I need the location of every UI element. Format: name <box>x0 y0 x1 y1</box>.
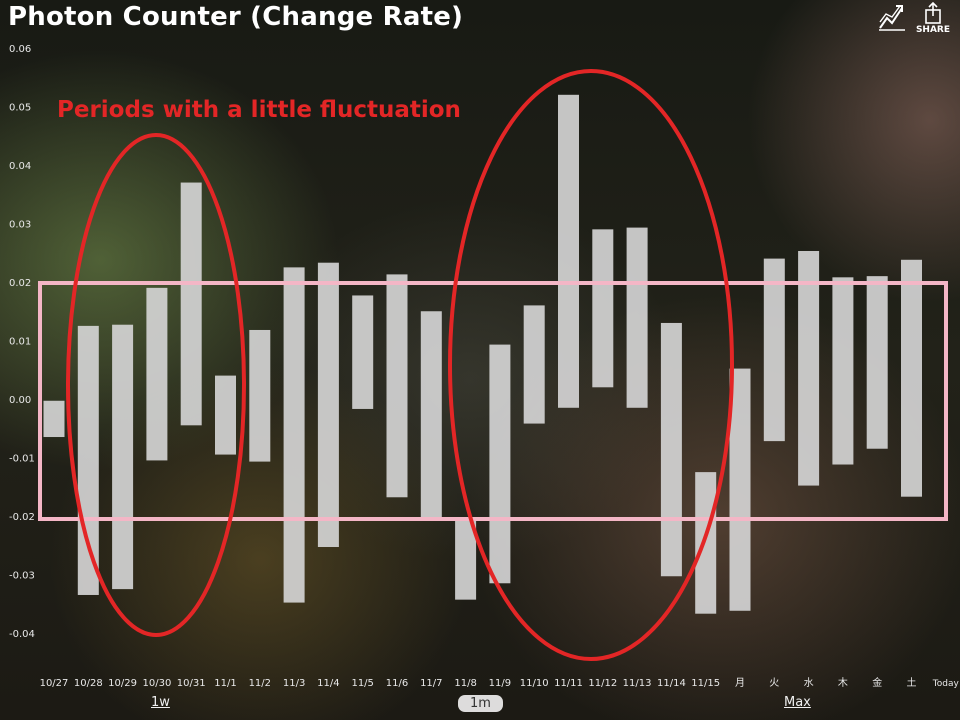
x-tick-label: 11/13 <box>623 678 652 689</box>
x-tick-label: 木 <box>838 677 848 689</box>
highlight-ellipse-left <box>66 133 246 637</box>
share-label: SHARE <box>915 25 950 35</box>
bar-11/6 <box>386 274 408 498</box>
x-tick-label: 11/15 <box>691 678 720 689</box>
x-tick-label: 11/14 <box>657 678 686 689</box>
x-tick-label: 10/30 <box>142 678 171 689</box>
x-tick-label: 金 <box>872 676 882 689</box>
bar-11/15 <box>695 472 717 614</box>
annotation-text: Periods with a little fluctuation <box>57 97 461 123</box>
x-tick-label: 11/6 <box>386 678 408 689</box>
bar-水 <box>798 250 820 486</box>
bar-11/5 <box>352 295 374 409</box>
change-rate-chart: 0.06 0.05 0.04 0.03 0.02 0.01 0.00 -0.01 -0.02 -0… <box>9 44 960 689</box>
bar-11/4 <box>317 262 339 548</box>
bar-10/31 <box>180 182 202 426</box>
x-tick-label: 11/3 <box>283 678 305 689</box>
x-tick-label: 10/29 <box>108 678 137 689</box>
x-tick-label: 11/1 <box>214 678 236 689</box>
x-axis: 10/27 10/28 10/29 10/30 10/31 11/1 11/2 11/3 11/… <box>40 676 960 689</box>
bar-11/3 <box>283 267 305 603</box>
bar-木 <box>832 277 854 465</box>
y-tick-label: 0.03 <box>9 220 31 231</box>
x-tick-label: 11/7 <box>420 678 442 689</box>
x-tick-label: 土 <box>907 676 917 689</box>
x-tick-label: 10/27 <box>40 678 69 689</box>
x-tick-label: 火 <box>769 677 779 689</box>
x-tick-label: 11/2 <box>249 678 271 689</box>
y-tick-label: -0.02 <box>9 512 35 523</box>
bar-11/12 <box>592 229 614 388</box>
bar-火 <box>763 258 785 442</box>
x-tick-label: 10/28 <box>74 678 103 689</box>
y-tick-label: 0.01 <box>9 337 31 348</box>
y-tick-label: 0.02 <box>9 278 31 289</box>
bar-10/28 <box>77 325 99 595</box>
y-tick-label: 0.06 <box>9 44 31 55</box>
bar-11/13 <box>626 227 648 408</box>
bar-10/27 <box>43 400 65 438</box>
bar-11/2 <box>249 329 271 462</box>
fluctuation-band-box <box>38 281 948 521</box>
period-1m[interactable]: 1m <box>458 695 503 712</box>
x-tick-label: 11/9 <box>489 678 511 689</box>
bar-11/11 <box>558 94 579 408</box>
page-title: Photon Counter (Change Rate) <box>8 2 464 32</box>
period-1w[interactable]: 1w <box>151 695 170 710</box>
highlight-ellipse-right <box>448 69 734 661</box>
bar-10/30 <box>146 287 168 461</box>
share-icon <box>925 2 941 24</box>
x-tick-label: 11/10 <box>520 678 549 689</box>
bar-11/7 <box>420 311 442 518</box>
x-tick-label: 10/31 <box>177 678 206 689</box>
period-max[interactable]: Max <box>784 695 811 710</box>
chart-mode-button[interactable] <box>878 2 906 32</box>
x-tick-label: 月 <box>735 677 745 689</box>
x-tick-label: Today <box>932 679 960 689</box>
period-selector: 1w 1m Max <box>0 690 960 718</box>
chart-line-icon <box>878 5 905 31</box>
bar-11/14 <box>660 322 682 577</box>
y-tick-label: -0.03 <box>9 571 35 582</box>
bar-11/1 <box>215 375 236 455</box>
bar-11/10 <box>523 305 545 424</box>
x-tick-label: 11/4 <box>317 678 339 689</box>
y-tick-label: 0.04 <box>9 161 31 172</box>
y-tick-label: -0.04 <box>9 629 35 640</box>
share-button[interactable]: SHARE <box>916 2 950 35</box>
bar-土 <box>901 259 922 497</box>
x-tick-label: 11/11 <box>554 678 583 689</box>
y-tick-label: -0.01 <box>9 454 35 465</box>
bar-11/9 <box>489 344 511 584</box>
x-tick-label: 水 <box>804 677 814 689</box>
y-tick-label: 0.00 <box>9 395 31 406</box>
bar-月 <box>729 368 751 611</box>
annotation-layer: Periods with a little fluctuation <box>38 69 948 661</box>
x-tick-label: 11/5 <box>351 678 373 689</box>
y-axis: 0.06 0.05 0.04 0.03 0.02 0.01 0.00 -0.01 -0.02 -0… <box>9 44 35 640</box>
bar-金 <box>866 276 888 449</box>
x-tick-label: 11/12 <box>588 678 617 689</box>
bar-11/8 <box>455 517 477 600</box>
y-tick-label: 0.05 <box>9 103 31 114</box>
top-toolbar: SHARE <box>878 2 950 35</box>
bar-10/29 <box>112 324 134 590</box>
x-tick-label: 11/8 <box>454 678 476 689</box>
